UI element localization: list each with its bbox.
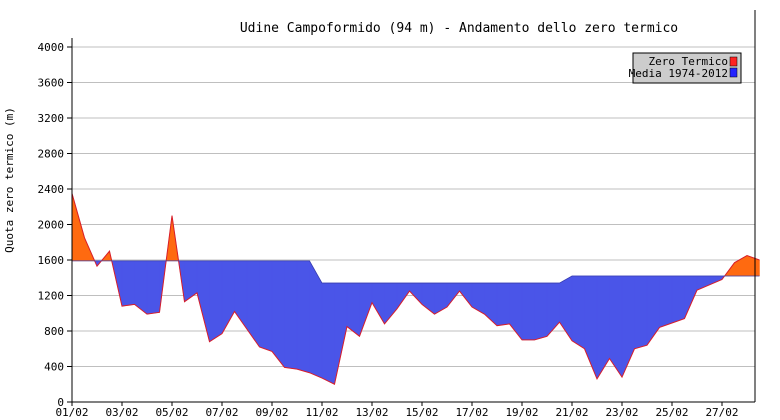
area-below-48-0: [671, 275, 685, 324]
area-below-20-0: [321, 282, 335, 385]
area-below-6-0: [146, 260, 160, 315]
area-below-46-0: [646, 275, 660, 346]
area-below-36-0: [521, 282, 535, 341]
y-tick-label: 2000: [38, 219, 65, 232]
area-below-16-0: [271, 260, 285, 369]
x-tick-label: 09/02: [255, 406, 288, 419]
x-tick-label: 01/02: [55, 406, 88, 419]
x-tick-label: 19/02: [505, 406, 538, 419]
y-tick-label: 3600: [38, 77, 65, 90]
area-below-15-0: [259, 260, 273, 352]
y-tick-label: 4000: [38, 41, 65, 54]
area-below-34-0: [496, 282, 510, 326]
area-below-38-0: [546, 282, 560, 337]
area-below-49-0: [684, 275, 698, 319]
area-below-4-0: [121, 260, 135, 307]
y-tick-label: 0: [57, 396, 64, 409]
area-below-29-0: [434, 282, 448, 315]
x-tick-label: 11/02: [305, 406, 338, 419]
y-axis-label: Quota zero termico (m): [3, 107, 16, 253]
axes: [67, 10, 756, 406]
legend-box: [632, 52, 742, 84]
area-below-25-0: [384, 282, 398, 325]
area-below-14-0: [246, 260, 260, 348]
series-line-zero-termico: [71, 193, 760, 385]
legend-label-zero-termico: Zero Termico: [649, 55, 728, 68]
area-below-47-0: [659, 275, 673, 328]
series-line-media: [72, 260, 760, 284]
area-below-11-0: [209, 260, 223, 343]
x-tick-label: 21/02: [555, 406, 588, 419]
area-below-42-0: [596, 275, 610, 380]
x-tick-label: 25/02: [655, 406, 688, 419]
x-tick-label: 05/02: [155, 406, 188, 419]
legend-swatch-zero-termico: [729, 56, 738, 67]
legend-swatch-media: [729, 67, 738, 78]
area-below-19-0: [309, 259, 323, 379]
x-tick-labels: 01/02 03/02 05/02 07/02 09/02 11/02 13/02 15/02…: [55, 406, 738, 419]
chart-title: Udine Campoformido (94 m) - Andamento de…: [240, 21, 678, 36]
x-tick-label: 15/02: [405, 406, 438, 419]
x-tick-label: 03/02: [105, 406, 138, 419]
area-above-0-0: [71, 193, 85, 262]
y-tick-labels: 0 400 800 1200 1600 2000 2400 2800 3200 3600 4000: [38, 41, 65, 409]
area-layer: [71, 193, 760, 385]
area-below-13-0: [234, 260, 248, 331]
area-below-24-0: [371, 282, 385, 325]
x-tick-label: 07/02: [205, 406, 238, 419]
area-below-40-0: [571, 275, 585, 350]
y-tick-label: 3200: [38, 112, 65, 125]
area-below-37-0: [534, 282, 548, 341]
y-tick-label: 2800: [38, 148, 65, 161]
area-below-17-0: [284, 260, 298, 370]
legend-label-media: Media 1974-2012: [629, 67, 728, 80]
x-tick-label: 17/02: [455, 406, 488, 419]
x-tick-label: 13/02: [355, 406, 388, 419]
y-tick-label: 800: [44, 325, 64, 338]
legend: Zero Termico Media 1974-2012: [629, 52, 742, 84]
area-above-54-0: [746, 255, 760, 277]
x-tick-label: 23/02: [605, 406, 638, 419]
y-tick-label: 1600: [38, 254, 65, 267]
y-tick-label: 400: [44, 361, 64, 374]
y-tick-label: 2400: [38, 183, 65, 196]
area-below-32-0: [471, 282, 485, 315]
area-below-23-0: [359, 282, 373, 337]
y-tick-label: 1200: [38, 290, 65, 303]
x-tick-label: 27/02: [705, 406, 738, 419]
area-below-18-0: [296, 260, 310, 374]
area-below-45-0: [634, 275, 648, 350]
